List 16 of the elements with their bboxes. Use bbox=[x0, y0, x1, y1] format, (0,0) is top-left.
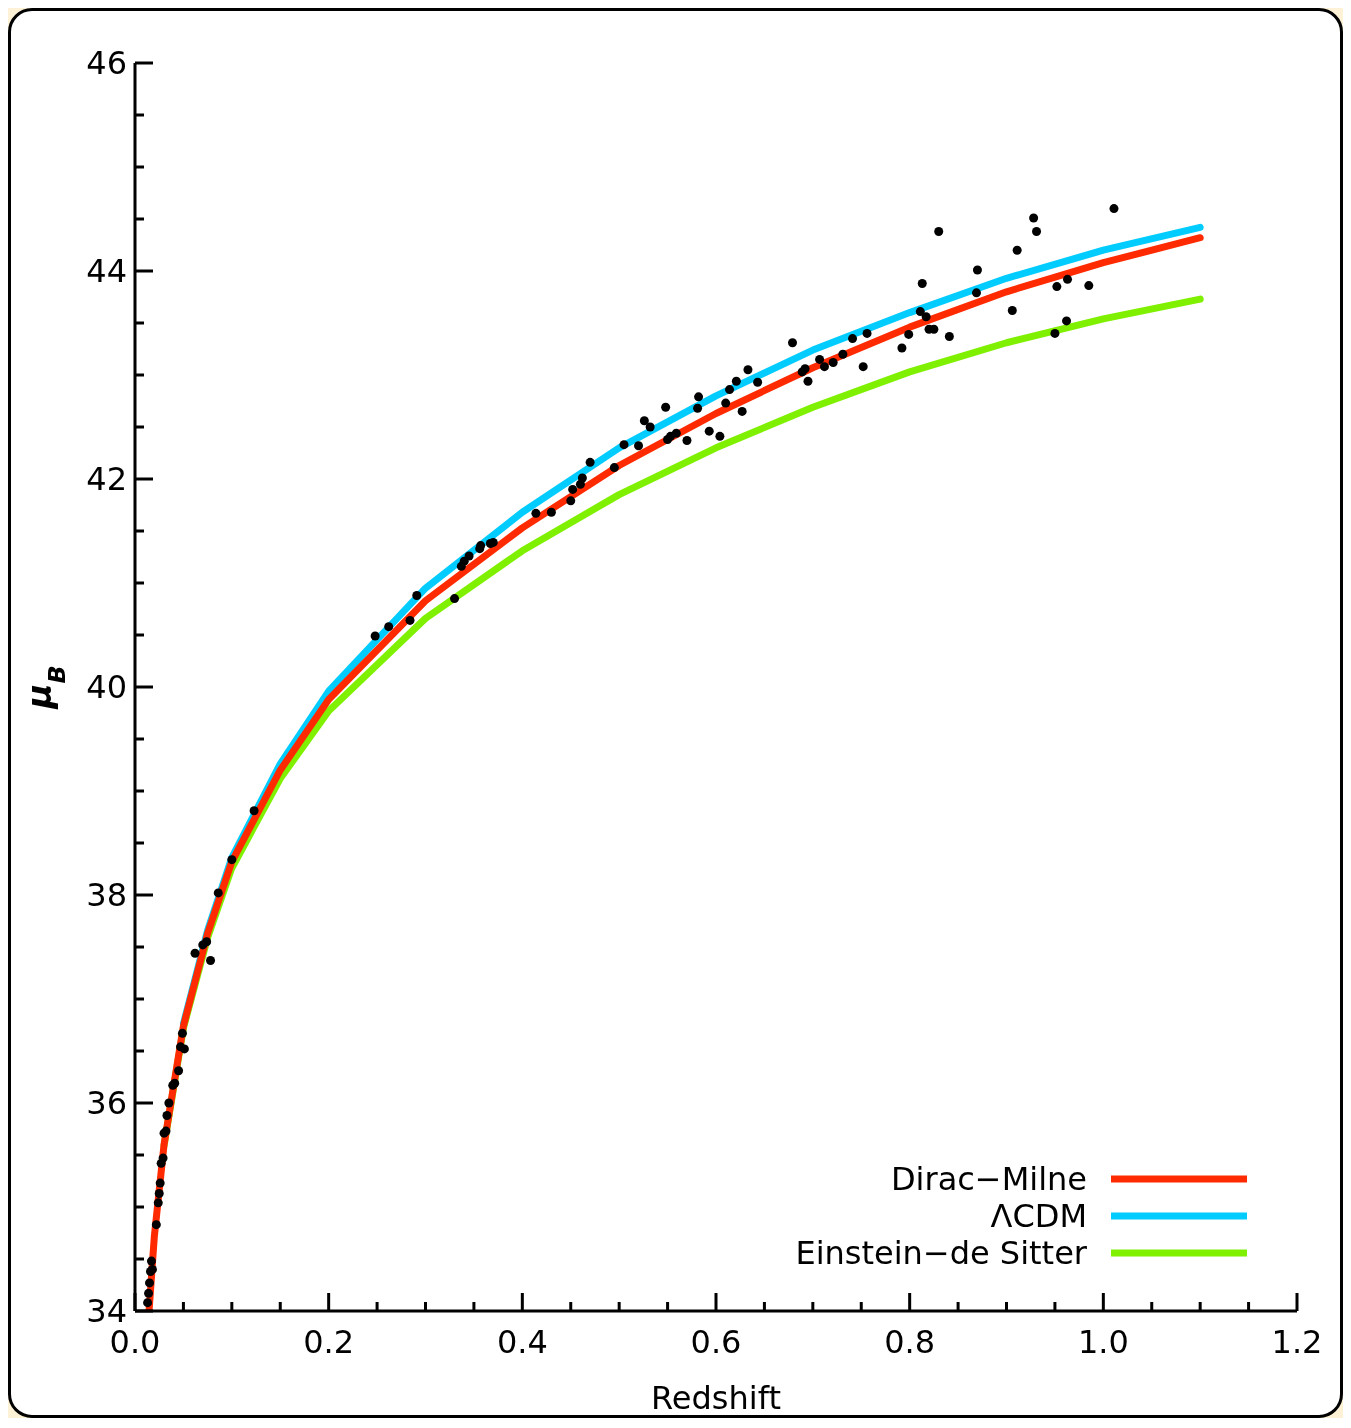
y-tick-label: 44 bbox=[86, 252, 127, 290]
x-tick-label: 1.0 bbox=[1077, 1323, 1129, 1361]
x-axis-title: Redshift bbox=[651, 1379, 781, 1417]
x-tick-label: 1.2 bbox=[1271, 1323, 1323, 1361]
x-tick-label: 0.2 bbox=[303, 1323, 355, 1361]
y-tick-label: 40 bbox=[86, 668, 127, 706]
legend-label: Dirac−Milne bbox=[890, 1159, 1087, 1198]
y-tick-label: 36 bbox=[86, 1084, 127, 1122]
legend-label: Einstein−de Sitter bbox=[795, 1233, 1087, 1272]
y-tick-label: 42 bbox=[86, 460, 127, 498]
legend-label: ΛCDM bbox=[990, 1196, 1087, 1235]
y-tick-label: 38 bbox=[86, 876, 127, 914]
x-tick-label: 0.4 bbox=[496, 1323, 548, 1361]
x-tick-label: 0.8 bbox=[884, 1323, 936, 1361]
y-tick-label: 46 bbox=[86, 44, 127, 82]
x-tick-label: 0.6 bbox=[690, 1323, 742, 1361]
